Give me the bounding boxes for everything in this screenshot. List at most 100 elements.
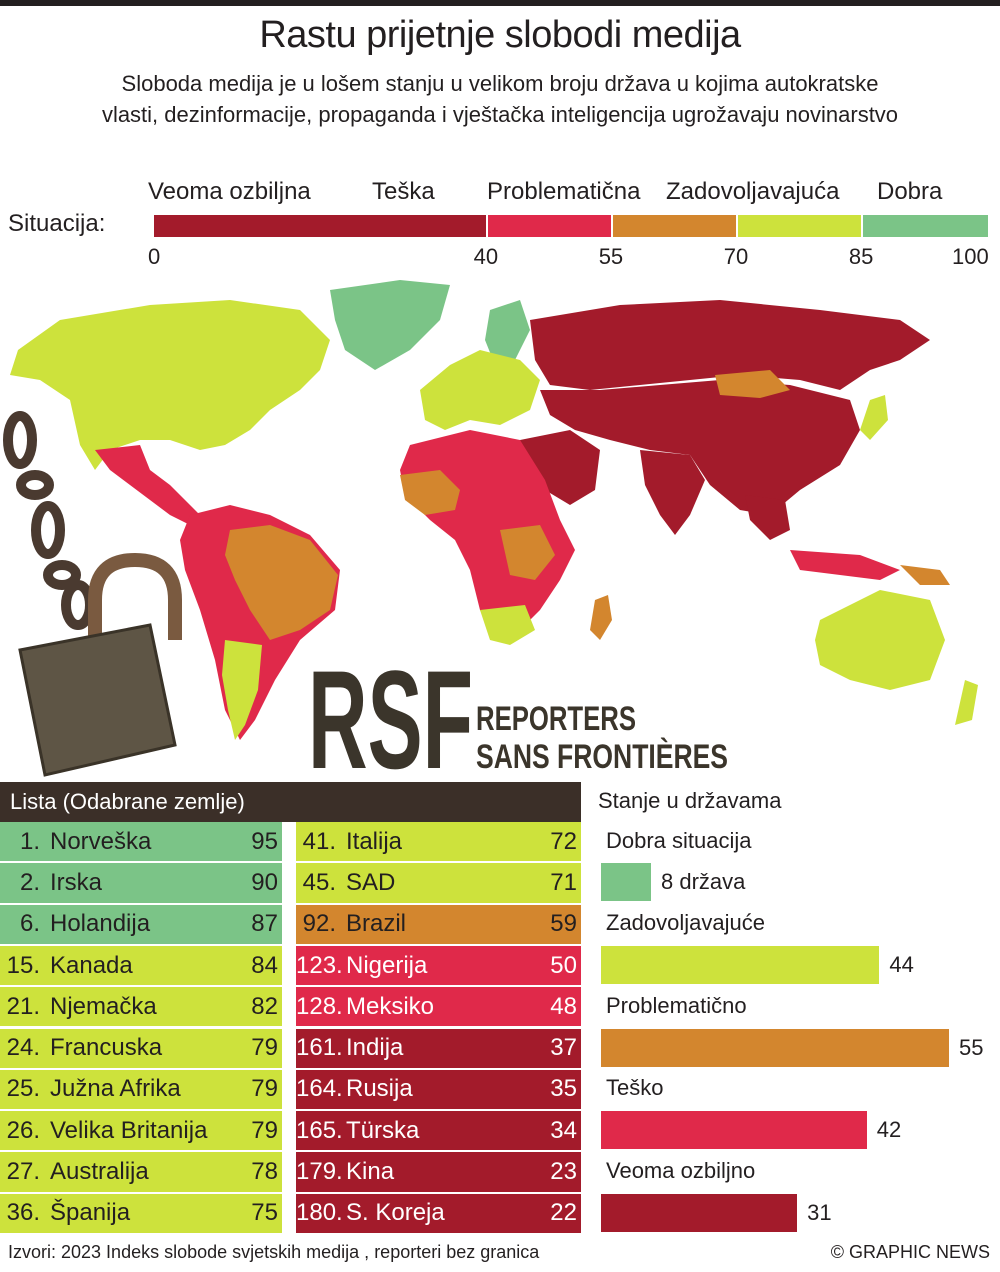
list-score: 75 — [251, 1199, 278, 1227]
chart-bar — [601, 1029, 949, 1067]
map-australia — [815, 590, 945, 690]
list-header: Lista (Odabrane zemlje) — [0, 782, 581, 822]
list-score: 84 — [251, 951, 278, 979]
list-rank: 92. — [302, 910, 336, 938]
map-indonesia — [790, 550, 900, 580]
map-africa-east — [500, 525, 555, 580]
list-rank: 2. — [19, 868, 40, 896]
list-rank: 21. — [6, 992, 40, 1020]
chart-category-label: Problematično — [606, 993, 747, 1018]
scale-tick-label: 100 — [952, 244, 989, 269]
list-score: 95 — [251, 827, 278, 855]
list-country: Nigerija — [346, 951, 428, 979]
chart-category-label: Zadovoljavajuće — [606, 910, 765, 935]
scale-segment — [737, 215, 863, 237]
map-europe — [420, 350, 540, 430]
scale-tick-label: 85 — [848, 244, 874, 269]
list-rank: 164. — [296, 1075, 343, 1103]
rsf-logo: RSF REPORTERS SANS FRONTIÈRES — [308, 660, 728, 775]
list-score: 48 — [550, 992, 577, 1020]
list-country: Francuska — [50, 1034, 163, 1062]
list-country: Kina — [346, 1158, 395, 1186]
map-mongolia — [715, 370, 790, 398]
list-row: 164. Rusija 35 — [296, 1069, 581, 1110]
map-russia — [530, 300, 930, 390]
chart-value-label: 55 — [959, 1035, 984, 1060]
map-argentina — [222, 640, 262, 740]
list-rank: 123. — [296, 951, 343, 979]
padlock-body — [18, 623, 177, 777]
list-row: 128. Meksiko 48 — [296, 987, 581, 1027]
rsf-logo-letters: RSF — [308, 660, 473, 775]
list-row: 180. S. Koreja 22 — [296, 1193, 581, 1233]
list-row: 21. Njemačka 82 — [0, 987, 282, 1027]
list-rank: 25. — [6, 1075, 40, 1103]
list-rank: 161. — [296, 1034, 343, 1062]
page-title: Rastu prijetnje slobodi medija — [259, 14, 741, 56]
list-score: 37 — [550, 1034, 577, 1062]
list-country: Indija — [346, 1034, 404, 1062]
list-row: 45. SAD 71 — [296, 863, 581, 903]
list-rank: 1. — [19, 827, 40, 855]
list-country: Türska — [346, 1116, 420, 1144]
map-madagascar — [590, 595, 612, 640]
list-rank: 180. — [296, 1199, 343, 1227]
map-new-zealand — [955, 680, 978, 725]
scale-category-name: Problematična — [487, 178, 641, 205]
list-score: 22 — [550, 1199, 577, 1227]
list-row: 2. Irska 90 — [0, 863, 282, 903]
chart-category-label: Veoma ozbiljno — [606, 1158, 756, 1183]
chart-bar — [601, 1194, 798, 1232]
chart-value-label: 31 — [807, 1200, 832, 1225]
list-score: 79 — [251, 1116, 278, 1144]
list-score: 90 — [251, 868, 278, 896]
list-row: 179. Kina 23 — [296, 1152, 581, 1192]
scale-category-name: Teška — [372, 178, 435, 205]
list-score: 79 — [251, 1075, 278, 1103]
chart-bar — [601, 1111, 867, 1149]
list-rank: 165. — [296, 1116, 343, 1144]
credit: © GRAPHIC NEWS — [830, 1242, 990, 1262]
list-row: 27. Australija 78 — [0, 1152, 282, 1192]
chart-title: Stanje u državama — [598, 788, 782, 813]
list-score: 71 — [550, 868, 577, 896]
chart-value-label: 8 država — [661, 869, 746, 894]
list-row: 25. Južna Afrika 79 — [0, 1069, 282, 1110]
scale-tick-label: 40 — [473, 244, 499, 269]
list-row: 24. Francuska 79 — [0, 1028, 282, 1068]
map-png — [900, 565, 950, 585]
list-country: Kanada — [50, 951, 133, 979]
list-country: Italija — [346, 827, 403, 855]
list-rank: 41. — [302, 827, 336, 855]
world-map — [10, 280, 978, 740]
list-country: Južna Afrika — [50, 1075, 181, 1103]
list-rank: 24. — [6, 1034, 40, 1062]
list-rank: 27. — [6, 1158, 40, 1186]
list-rank: 15. — [6, 951, 40, 979]
scale-segment — [154, 215, 488, 237]
rsf-logo-line1: REPORTERS — [476, 700, 636, 738]
list-score: 23 — [550, 1158, 577, 1186]
list-row: 15. Kanada 84 — [0, 945, 282, 986]
list-row: 92. Brazil 59 — [296, 904, 581, 944]
map-india — [640, 450, 705, 535]
list-rank: 179. — [296, 1158, 343, 1186]
chart-value-label: 42 — [876, 1117, 902, 1142]
list-rank: 128. — [296, 992, 343, 1020]
list-rank: 45. — [302, 868, 336, 896]
map-scandinavia — [485, 300, 530, 365]
list-score: 79 — [251, 1034, 278, 1062]
map-brazil — [225, 525, 338, 640]
list-country: SAD — [346, 868, 396, 896]
list-score: 50 — [550, 951, 577, 979]
top-rule — [0, 0, 1000, 6]
page-subtitle: Sloboda medija je u lošem stanju u velik… — [101, 71, 899, 127]
list-country: Brazil — [346, 910, 407, 938]
map-asia — [540, 380, 860, 515]
scale-tick-label: 70 — [723, 244, 749, 269]
list-score: 78 — [251, 1158, 278, 1186]
map-south-africa — [480, 605, 535, 645]
list-score: 87 — [251, 910, 278, 938]
chart-category-label: Dobra situacija — [606, 828, 752, 853]
scale-bar — [154, 215, 988, 237]
